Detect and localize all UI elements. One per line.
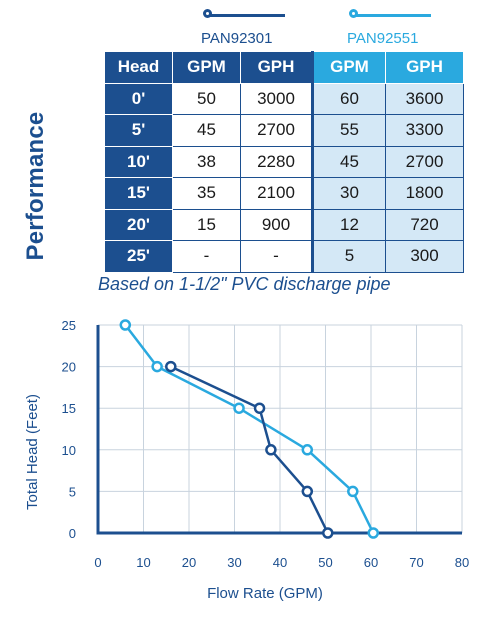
data-point-pan92551 — [301, 444, 314, 456]
table-row: 25' - - 5 300 — [104, 240, 464, 273]
x-tick-label: 70 — [409, 555, 423, 570]
table-cell: 50 — [172, 82, 241, 115]
table-cell: 35 — [172, 177, 241, 210]
chart-grid — [98, 324, 463, 533]
data-point-pan92301 — [322, 527, 334, 539]
x-tick-label: 40 — [273, 555, 287, 570]
y-tick-label: 15 — [62, 401, 76, 416]
y-tick-label: 0 — [69, 526, 76, 541]
x-tick-label: 20 — [182, 555, 196, 570]
series-lines — [124, 324, 375, 534]
y-tick-label: 25 — [62, 318, 76, 333]
tick-labels: 0 10 20 30 40 50 60 70 80 0 5 10 15 20 25 — [62, 318, 470, 570]
table-cell: 3600 — [385, 82, 464, 115]
chart-axes — [96, 325, 462, 535]
table-cell: - — [172, 240, 241, 273]
x-tick-label: 50 — [318, 555, 332, 570]
x-tick-label: 0 — [94, 555, 101, 570]
table-cell: 2100 — [240, 177, 313, 210]
y-tick-label: 20 — [62, 360, 76, 375]
table-cell: 60 — [311, 82, 386, 115]
x-tick-label: 10 — [136, 555, 150, 570]
table-cell: - — [240, 240, 313, 273]
table-header-row: Head GPM GPH GPM GPH — [104, 51, 464, 84]
series-markers — [119, 319, 380, 539]
data-point-pan92551 — [233, 402, 245, 414]
y-axis-label: Total Head (Feet) — [24, 394, 41, 510]
table-cell: 30 — [311, 177, 386, 210]
data-point-pan92551 — [347, 485, 359, 498]
table-cell: 3000 — [240, 82, 313, 115]
legend-marker-pan92551 — [349, 9, 358, 18]
performance-table: Head GPM GPH GPM GPH 0' 50 3000 60 3600 … — [104, 51, 464, 273]
data-point-pan92301 — [253, 402, 266, 414]
x-tick-label: 30 — [227, 555, 241, 570]
discharge-pipe-note: Based on 1-1/2" PVC discharge pipe — [98, 274, 391, 294]
data-point-pan92551 — [151, 360, 163, 373]
data-point-pan92551 — [367, 527, 380, 539]
table-cell: 45 — [172, 114, 241, 147]
data-point-pan92551 — [119, 319, 132, 331]
row-head-cell: 5' — [104, 114, 173, 147]
table-row: 15' 35 2100 30 1800 — [104, 177, 464, 210]
table-cell: 300 — [385, 240, 464, 273]
legend-marker-pan92301 — [203, 9, 212, 18]
row-head-cell: 15' — [104, 177, 173, 210]
series-line-pan92551 — [124, 324, 375, 534]
y-tick-label: 5 — [69, 484, 76, 499]
x-axis-label: Flow Rate (GPM) — [207, 585, 323, 602]
table-cell: 12 — [311, 208, 386, 241]
header-gph-pan92551: GPH — [385, 51, 464, 84]
data-point-pan92301 — [301, 485, 314, 498]
table-cell: 2280 — [240, 145, 313, 178]
legend-label-pan92301: PAN92301 — [201, 30, 273, 47]
legend-line-pan92301 — [205, 14, 285, 17]
table-row: 20' 15 900 12 720 — [104, 208, 464, 241]
x-tick-label: 80 — [455, 555, 469, 570]
legend-line-pan92551 — [351, 14, 431, 17]
table-cell: 3300 — [385, 114, 464, 147]
x-tick-label: 60 — [364, 555, 378, 570]
row-head-cell: 10' — [104, 145, 173, 178]
table-row: 0' 50 3000 60 3600 — [104, 82, 464, 115]
row-head-cell: 20' — [104, 208, 173, 241]
table-cell: 55 — [311, 114, 386, 147]
header-gpm-pan92301: GPM — [172, 51, 241, 84]
table-cell: 38 — [172, 145, 241, 178]
data-point-pan92301 — [265, 444, 277, 456]
legend-label-pan92551: PAN92551 — [347, 30, 419, 47]
y-tick-label: 10 — [62, 443, 76, 458]
table-cell: 45 — [311, 145, 386, 178]
data-point-pan92301 — [165, 360, 177, 373]
table-cell: 5 — [311, 240, 386, 273]
table-cell: 15 — [172, 208, 241, 241]
table-row: 10' 38 2280 45 2700 — [104, 145, 464, 178]
